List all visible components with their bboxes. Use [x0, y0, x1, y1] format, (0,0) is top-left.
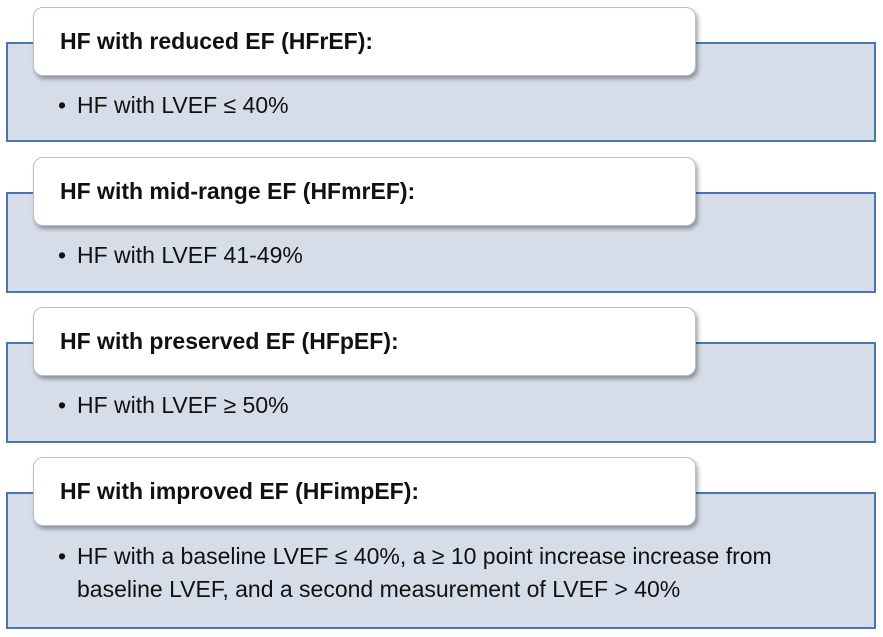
group-title: HF with preserved EF (HFpEF):: [33, 307, 696, 376]
bullet-text: HF with LVEF ≤ 40%: [58, 89, 858, 122]
group-title: HF with reduced EF (HFrEF):: [33, 7, 696, 76]
bullet-text: HF with a baseline LVEF ≤ 40%, a ≥ 10 po…: [58, 540, 858, 606]
bullet-text: HF with LVEF ≥ 50%: [58, 389, 858, 422]
bullet-text: HF with LVEF 41-49%: [58, 239, 858, 272]
group-title: HF with mid-range EF (HFmrEF):: [33, 157, 696, 226]
group-title: HF with improved EF (HFimpEF):: [33, 457, 696, 526]
